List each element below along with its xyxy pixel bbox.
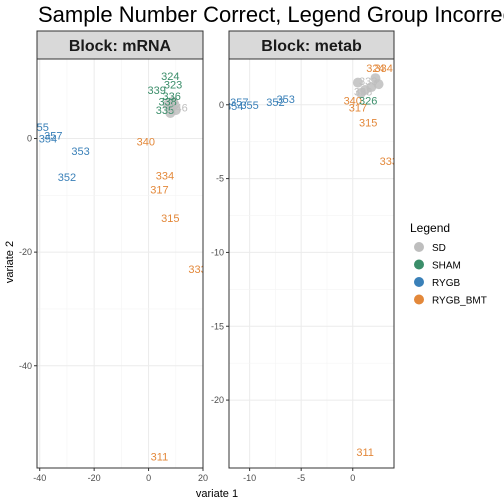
- panel-border: [228, 58, 395, 469]
- point-label: 357: [44, 131, 62, 143]
- data-points: 3553573543533523403343173153333113243233…: [31, 71, 206, 464]
- point-label: 354: [225, 101, 243, 113]
- point-label: 338: [354, 86, 372, 98]
- legend-key: [414, 259, 424, 270]
- point-label: 355: [31, 122, 49, 134]
- point-label: 353: [71, 146, 89, 158]
- point-label: 326: [359, 95, 377, 107]
- y-tick-label: 0: [219, 100, 224, 110]
- legend-label: RYGB: [432, 278, 460, 289]
- point-label: 324: [366, 63, 384, 75]
- point-label: 346: [169, 102, 187, 114]
- point-label: 354: [39, 134, 57, 146]
- point-label: 315: [359, 117, 377, 129]
- legend-label: SD: [432, 243, 446, 254]
- point-label: 334: [375, 63, 393, 75]
- point-label: 317: [150, 185, 168, 197]
- point-label: 355: [240, 100, 258, 112]
- panel-border: [36, 58, 204, 469]
- legend-item: RYGB_BMT: [414, 294, 487, 307]
- point-label: 317: [349, 103, 367, 115]
- x-axis-label: variate 1: [196, 488, 238, 500]
- facet-strip-label: Block: metab: [261, 38, 362, 55]
- legend: Legend SD SHAM RYGB RYGB_BMT: [410, 221, 487, 307]
- point-label: 357: [230, 97, 248, 109]
- y-tick-label: -20: [211, 395, 224, 405]
- facet-strip-label: Block: mRNA: [69, 38, 172, 55]
- facet-panels: Block: mRNA-40 -20 0 200-20-403553573543533…: [19, 30, 398, 483]
- point-label: 311: [151, 452, 169, 464]
- y-tick-label: -15: [211, 321, 224, 331]
- legend-label: RYGB_BMT: [432, 296, 487, 307]
- sd-point: [352, 77, 363, 88]
- y-axis-label: variate 2: [4, 241, 16, 283]
- point-label: 335: [156, 105, 174, 117]
- y-tick-label: -5: [216, 174, 224, 184]
- point-label: 352: [266, 97, 284, 109]
- x-tick-label: -10: [243, 473, 256, 483]
- x-tick-label: -20: [88, 473, 101, 483]
- chart-title: Sample Number Correct, Legend Group Inco…: [38, 2, 504, 27]
- point-label: 323: [164, 80, 182, 92]
- point-label: 311: [356, 447, 374, 459]
- legend-key: [414, 242, 424, 252]
- panel-background: [37, 59, 203, 468]
- point-label: 333: [359, 76, 377, 88]
- sd-point: [356, 87, 366, 98]
- gridlines: [229, 59, 394, 468]
- point-label: 324: [161, 71, 179, 83]
- point-label: 334: [156, 170, 174, 182]
- legend-key: [414, 294, 424, 305]
- point-label: 336: [163, 91, 181, 103]
- point-label: 340: [137, 136, 155, 148]
- point-label: 315: [161, 213, 179, 225]
- facet-strip: [36, 30, 204, 60]
- point-label: 340: [344, 95, 362, 107]
- x-tick-label: 0: [350, 473, 355, 483]
- point-label: 352: [58, 172, 76, 184]
- x-tick-label: -5: [297, 473, 305, 483]
- x-tick-label: -40: [33, 473, 46, 483]
- sd-point: [165, 107, 176, 118]
- facet-strip: [228, 30, 395, 60]
- legend-title: Legend: [410, 221, 450, 235]
- y-tick-label: 0: [27, 134, 32, 144]
- legend-key: [414, 277, 424, 287]
- point-label: 338: [158, 97, 176, 109]
- sd-point: [373, 79, 384, 90]
- point-label: 333: [380, 156, 398, 168]
- sd-point: [169, 99, 180, 110]
- point-label: 353: [277, 94, 295, 106]
- y-tick-label: -20: [19, 247, 32, 257]
- legend-label: SHAM: [432, 261, 461, 272]
- data-points: 3573553543533523343243403173153333113333…: [225, 63, 398, 459]
- legend-item: RYGB: [414, 277, 460, 289]
- y-tick-label: -10: [211, 247, 224, 257]
- y-tick-label: -40: [19, 361, 32, 371]
- x-tick-label: 0: [146, 473, 151, 483]
- point-label: 333: [188, 264, 206, 276]
- legend-item: SD: [414, 242, 446, 254]
- legend-item: SHAM: [414, 259, 461, 272]
- point-label: 339: [148, 85, 166, 97]
- x-tick-label: 20: [198, 473, 208, 483]
